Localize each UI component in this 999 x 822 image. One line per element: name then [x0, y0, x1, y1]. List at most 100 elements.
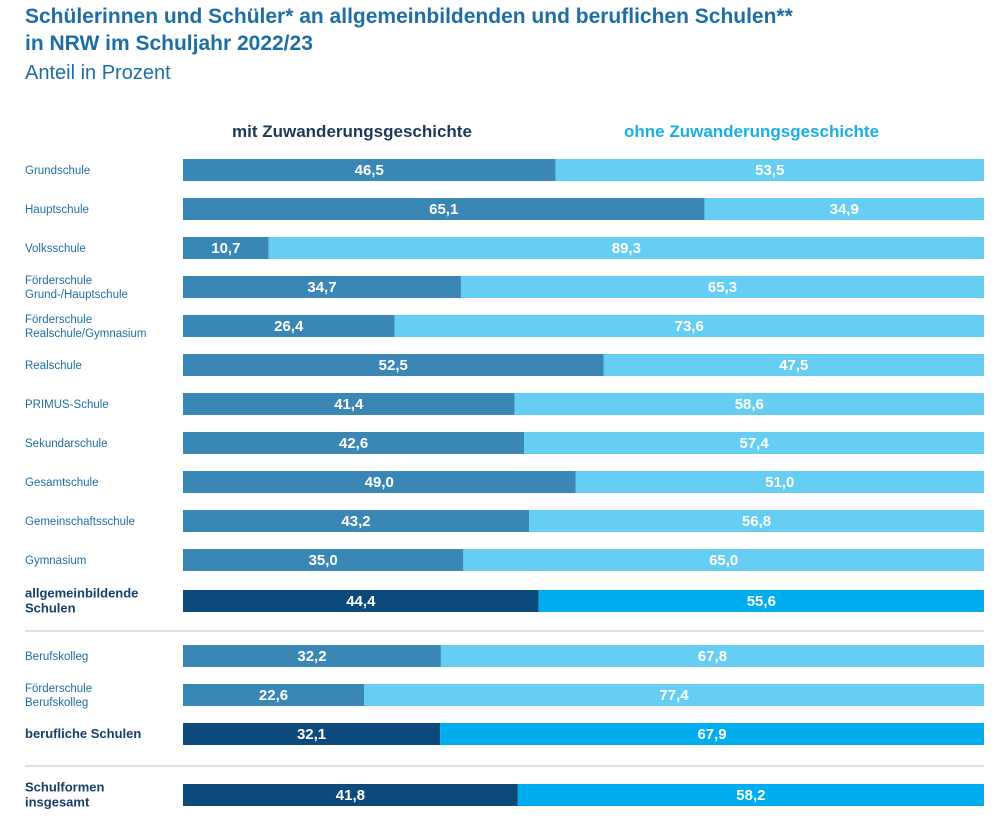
- row-label-line: Berufskolleg: [25, 651, 88, 663]
- value-label-mit: 46,5: [355, 162, 384, 179]
- bar-ohne: [555, 159, 984, 181]
- row-label-line: Schulformen: [25, 780, 105, 795]
- row-label: PRIMUS-Schule: [25, 399, 109, 411]
- value-label-mit: 10,7: [211, 240, 240, 257]
- value-label-ohne: 67,8: [698, 648, 727, 665]
- row-label-line: allgemeinbildende: [25, 586, 138, 601]
- value-label-ohne: 65,3: [708, 279, 737, 296]
- bar-mit: [183, 471, 576, 493]
- row-label-line: Schulen: [25, 601, 76, 616]
- value-label-ohne: 47,5: [779, 357, 808, 374]
- row-label-line: Berufskolleg: [25, 697, 88, 709]
- value-label-mit: 49,0: [365, 474, 394, 491]
- bar-ohne: [364, 684, 984, 706]
- bar-mit: [183, 645, 441, 667]
- row-label: Volksschule: [25, 243, 86, 255]
- row-label: Förderschule Berufskolleg: [25, 683, 92, 709]
- bar-ohne: [268, 237, 984, 259]
- row-label-line: Volksschule: [25, 243, 86, 255]
- chart-subtitle: Anteil in Prozent: [25, 62, 171, 84]
- row-label: Berufskolleg: [25, 651, 88, 663]
- chart-title: Schülerinnen und Schüler* an allgemeinbi…: [25, 3, 793, 57]
- bar-mit: [183, 723, 441, 745]
- row-label-line: Sekundarschule: [25, 438, 107, 450]
- bar-mit: [183, 237, 269, 259]
- bar-ohne: [514, 393, 984, 415]
- bar-ohne: [440, 723, 985, 745]
- chart-title-line2: in NRW im Schuljahr 2022/23: [25, 32, 313, 55]
- value-label-mit: 34,7: [307, 279, 336, 296]
- chart-title-line1: Schülerinnen und Schüler* an allgemeinbi…: [25, 5, 793, 28]
- row-label: Schulformen insgesamt: [25, 780, 105, 810]
- value-label-ohne: 77,4: [659, 687, 689, 704]
- value-label-mit: 41,8: [336, 787, 365, 804]
- row-label-line: Gesamtschule: [25, 477, 99, 489]
- row-label: Gymnasium: [25, 555, 86, 567]
- bar-mit: [183, 684, 365, 706]
- bar-ohne: [603, 354, 984, 376]
- bar-mit: [183, 510, 530, 532]
- bar-mit: [183, 784, 518, 806]
- value-label-mit: 32,1: [297, 726, 326, 743]
- bar-ohne: [460, 276, 984, 298]
- row-label-line: Förderschule: [25, 275, 92, 287]
- row-label: Realschule: [25, 360, 82, 372]
- value-label-mit: 22,6: [259, 687, 288, 704]
- bar-ohne: [575, 471, 984, 493]
- value-label-ohne: 56,8: [742, 513, 771, 530]
- row-label-line: PRIMUS-Schule: [25, 399, 109, 411]
- bar-ohne: [440, 645, 984, 667]
- row-label: Grundschule: [25, 165, 90, 177]
- value-label-mit: 35,0: [309, 552, 338, 569]
- row-label-line: Gemeinschaftsschule: [25, 516, 135, 528]
- row-label: Förderschule Grund-/Hauptschule: [25, 275, 128, 301]
- bar-mit: [183, 276, 461, 298]
- value-label-ohne: 67,9: [697, 726, 726, 743]
- row-label-line: Grundschule: [25, 165, 90, 177]
- row-label-line: berufliche Schulen: [25, 726, 141, 741]
- bar-mit: [183, 354, 604, 376]
- value-label-ohne: 89,3: [612, 240, 641, 257]
- value-label-ohne: 55,6: [747, 593, 776, 610]
- value-label-mit: 26,4: [274, 318, 304, 335]
- value-label-ohne: 73,6: [675, 318, 704, 335]
- legend-ohne-zuwanderungsgeschichte: ohne Zuwanderungsgeschichte: [624, 122, 880, 141]
- bar-mit: [183, 393, 515, 415]
- bar-mit: [183, 432, 525, 454]
- row-label-line: Förderschule: [25, 683, 92, 695]
- value-label-ohne: 53,5: [755, 162, 784, 179]
- row-label-line: insgesamt: [25, 795, 90, 810]
- bar-ohne: [524, 432, 984, 454]
- value-label-mit: 44,4: [346, 593, 376, 610]
- bar-mit: [183, 198, 705, 220]
- bar-mit: [183, 590, 539, 612]
- value-label-ohne: 51,0: [765, 474, 794, 491]
- legend-mit-zuwanderungsgeschichte: mit Zuwanderungsgeschichte: [232, 122, 472, 141]
- value-label-ohne: 65,0: [709, 552, 738, 569]
- value-label-mit: 65,1: [429, 201, 458, 218]
- row-label-line: Gymnasium: [25, 555, 86, 567]
- row-label-line: Realschule/Gymnasium: [25, 328, 146, 340]
- row-label-line: Hauptschule: [25, 204, 89, 216]
- value-label-mit: 41,4: [334, 396, 364, 413]
- bar-ohne: [463, 549, 985, 571]
- bar-mit: [183, 549, 464, 571]
- bar-ohne: [394, 315, 984, 337]
- row-label: berufliche Schulen: [25, 726, 141, 741]
- row-label: allgemeinbildende Schulen: [25, 586, 138, 616]
- value-label-ohne: 34,9: [830, 201, 859, 218]
- bar-ohne: [704, 198, 984, 220]
- row-label-line: Grund-/Hauptschule: [25, 289, 128, 301]
- value-label-mit: 42,6: [339, 435, 368, 452]
- bar-ohne: [538, 590, 984, 612]
- bar-ohne: [529, 510, 984, 532]
- value-label-ohne: 58,2: [736, 787, 765, 804]
- row-label: Gesamtschule: [25, 477, 99, 489]
- value-label-ohne: 57,4: [740, 435, 770, 452]
- row-label: Förderschule Realschule/Gymnasium: [25, 314, 146, 340]
- bar-mit: [183, 159, 556, 181]
- bar-ohne: [517, 784, 984, 806]
- row-label-line: Realschule: [25, 360, 82, 372]
- row-label-line: Förderschule: [25, 314, 92, 326]
